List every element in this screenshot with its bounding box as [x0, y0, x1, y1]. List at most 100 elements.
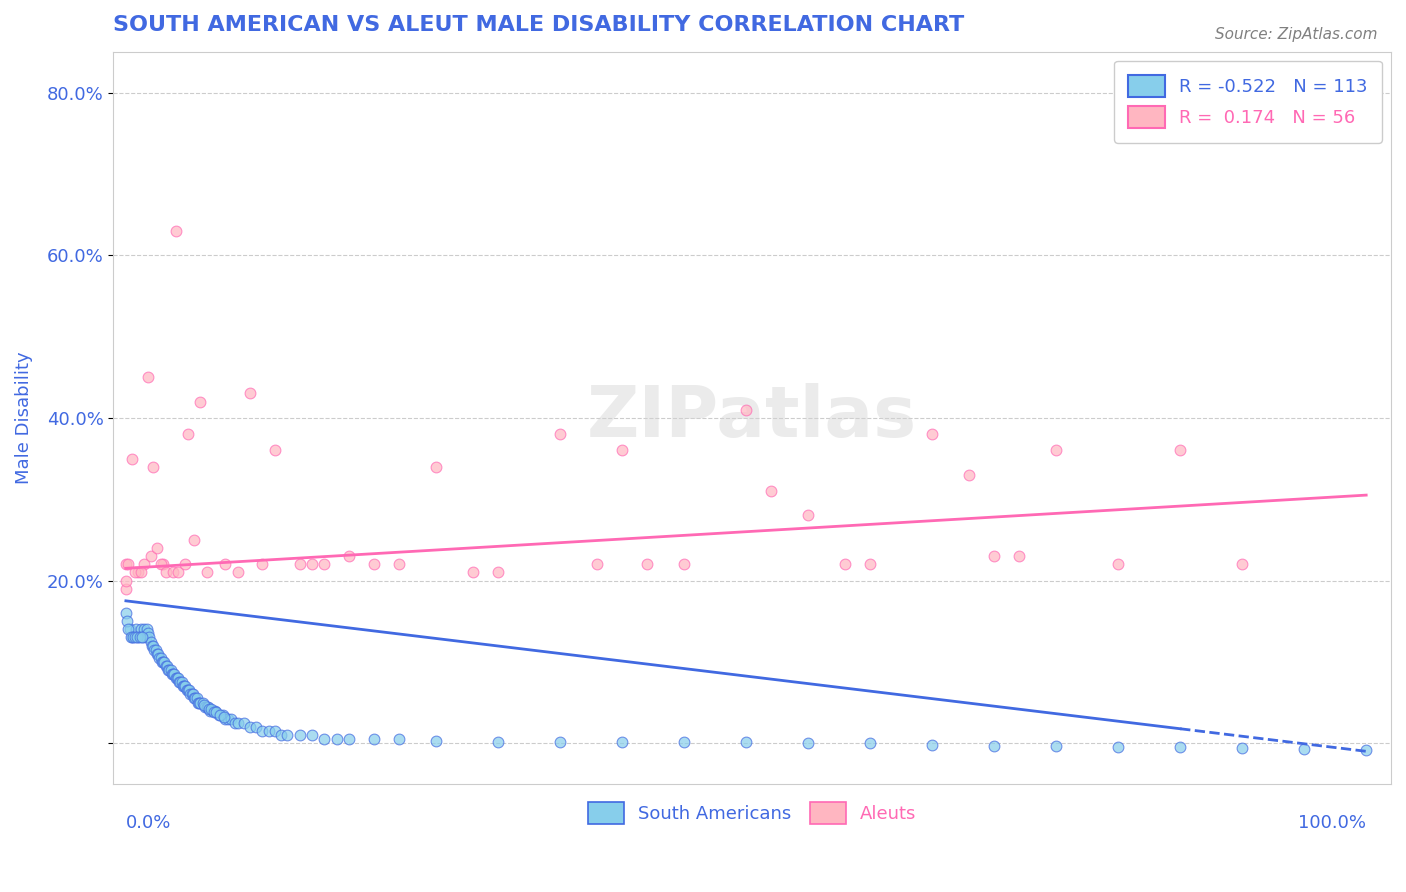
- Point: [146, 541, 169, 555]
- Point: [270, 728, 292, 742]
- Point: [136, 370, 159, 384]
- Point: [195, 699, 218, 714]
- Text: 0.0%: 0.0%: [127, 814, 172, 832]
- Point: [156, 659, 179, 673]
- Point: [759, 483, 782, 498]
- Point: [197, 699, 219, 714]
- Point: [859, 736, 882, 750]
- Point: [1045, 443, 1067, 458]
- Point: [673, 735, 696, 749]
- Point: [673, 558, 696, 572]
- Point: [131, 631, 153, 645]
- Point: [586, 558, 609, 572]
- Point: [157, 663, 180, 677]
- Point: [142, 459, 165, 474]
- Point: [127, 566, 149, 580]
- Point: [1230, 741, 1253, 756]
- Point: [149, 558, 172, 572]
- Point: [177, 683, 200, 698]
- Point: [1107, 740, 1129, 755]
- Point: [252, 558, 274, 572]
- Point: [124, 566, 146, 580]
- Point: [610, 443, 633, 458]
- Point: [149, 650, 172, 665]
- Point: [201, 704, 224, 718]
- Point: [221, 712, 243, 726]
- Point: [124, 631, 146, 645]
- Point: [179, 687, 201, 701]
- Point: [204, 704, 226, 718]
- Point: [214, 558, 236, 572]
- Point: [486, 734, 509, 748]
- Point: [288, 558, 311, 572]
- Point: [181, 687, 204, 701]
- Point: [211, 707, 233, 722]
- Point: [202, 706, 225, 720]
- Point: [180, 687, 202, 701]
- Point: [188, 394, 211, 409]
- Point: [143, 642, 166, 657]
- Point: [118, 623, 141, 637]
- Point: [257, 723, 280, 738]
- Point: [183, 691, 205, 706]
- Point: [162, 667, 184, 681]
- Point: [208, 707, 231, 722]
- Point: [1008, 549, 1031, 563]
- Point: [1230, 558, 1253, 572]
- Point: [463, 566, 485, 580]
- Point: [232, 715, 254, 730]
- Point: [921, 427, 943, 442]
- Point: [1168, 443, 1191, 458]
- Point: [226, 566, 249, 580]
- Point: [326, 732, 349, 747]
- Point: [120, 631, 142, 645]
- Point: [217, 712, 239, 726]
- Point: [139, 549, 162, 563]
- Point: [797, 736, 820, 750]
- Point: [288, 728, 311, 742]
- Point: [388, 558, 411, 572]
- Point: [129, 623, 152, 637]
- Point: [153, 655, 176, 669]
- Legend: South Americans, Aleuts: South Americans, Aleuts: [579, 793, 925, 833]
- Point: [1294, 742, 1316, 756]
- Point: [169, 675, 191, 690]
- Point: [132, 631, 155, 645]
- Point: [170, 675, 193, 690]
- Point: [134, 623, 156, 637]
- Point: [337, 732, 360, 747]
- Point: [122, 631, 145, 645]
- Point: [186, 691, 208, 706]
- Point: [115, 582, 138, 596]
- Point: [125, 631, 148, 645]
- Point: [115, 614, 138, 628]
- Point: [150, 655, 173, 669]
- Point: [152, 655, 174, 669]
- Point: [301, 728, 323, 742]
- Point: [163, 667, 186, 681]
- Point: [263, 723, 285, 738]
- Point: [188, 696, 211, 710]
- Point: [212, 710, 235, 724]
- Point: [239, 720, 262, 734]
- Point: [177, 427, 200, 442]
- Point: [983, 549, 1005, 563]
- Point: [179, 683, 201, 698]
- Point: [214, 712, 236, 726]
- Point: [115, 606, 138, 620]
- Point: [162, 566, 184, 580]
- Point: [159, 663, 181, 677]
- Text: 100.0%: 100.0%: [1298, 814, 1367, 832]
- Point: [548, 427, 571, 442]
- Point: [983, 739, 1005, 753]
- Point: [167, 675, 190, 690]
- Point: [263, 443, 285, 458]
- Point: [125, 623, 148, 637]
- Point: [735, 735, 758, 749]
- Point: [146, 647, 169, 661]
- Point: [205, 706, 228, 720]
- Point: [188, 696, 211, 710]
- Point: [152, 558, 174, 572]
- Point: [859, 558, 882, 572]
- Point: [314, 558, 336, 572]
